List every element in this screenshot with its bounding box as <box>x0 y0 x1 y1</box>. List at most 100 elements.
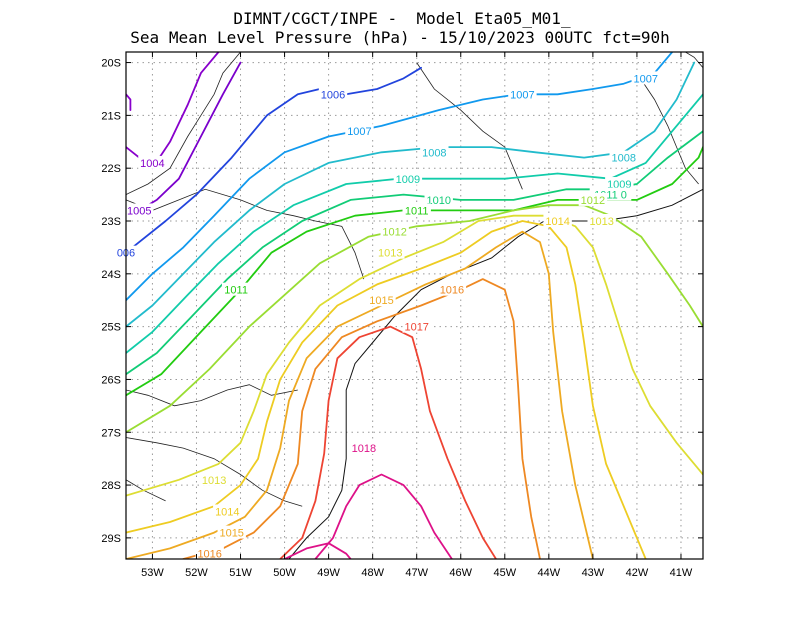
contour-label-1008-1: 1008 <box>611 153 635 165</box>
contour-line-1009-0 <box>126 93 703 354</box>
contour-label-1016-1: 1016 <box>440 285 464 297</box>
contour-line-1007-0 <box>126 52 674 302</box>
contour-label-bg-1013-0 <box>199 472 229 486</box>
plot-frame <box>125 51 704 560</box>
contour-label-bg-1009-0 <box>393 171 423 185</box>
contour-label-1007-2: 1007 <box>633 73 657 85</box>
x-tick-label-2: 51W <box>229 567 252 579</box>
contour-label-bg-1011-1 <box>402 203 431 217</box>
state-border-1 <box>126 188 365 280</box>
contour-line-1018-1 <box>283 542 352 559</box>
contour-label-bg-1013-2 <box>587 214 616 227</box>
contour-line-1004-1 <box>126 93 132 111</box>
contour-label-1005-0: 1005 <box>127 205 151 217</box>
contour-label-bg-1013-1 <box>376 245 405 259</box>
contour-line-1012-0 <box>126 204 703 434</box>
x-tick-label-7: 46W <box>449 567 472 579</box>
contour-label-1015-1: 1015 <box>369 295 393 307</box>
state-border-7 <box>685 52 703 69</box>
contour-line-1017-0 <box>279 325 497 559</box>
contour-label-1012-1: 1012 <box>581 195 605 207</box>
y-tick-label-1: 21S <box>101 110 121 122</box>
state-border-0 <box>126 52 241 195</box>
contour-label-1010-0: 1010 <box>426 195 450 207</box>
state-border-3 <box>126 437 303 507</box>
contour-label-1007-0: 1007 <box>347 126 371 138</box>
contour-label-bg-1004-0 <box>138 155 167 169</box>
contour-line-1005-0 <box>126 61 242 212</box>
x-tick-label-3: 50W <box>273 567 296 579</box>
contour-label-1017-0: 1017 <box>404 322 428 334</box>
contour-line-1018-0 <box>314 473 453 559</box>
contour-line-1014-0 <box>126 220 647 559</box>
contour-label-bg-1008-0 <box>420 145 449 159</box>
contour-label-bg-1011-0 <box>221 282 251 296</box>
contour-line-1008-0 <box>126 61 696 328</box>
contour-label-1014-1: 1014 <box>545 216 569 228</box>
contour-label-1008-0: 1008 <box>422 147 446 159</box>
contour-label-bg-1007-0 <box>345 124 374 138</box>
contour-label-1018-0: 1018 <box>352 443 376 455</box>
contour-label-1016-0: 1016 <box>197 549 221 561</box>
y-tick-label-9: 29S <box>101 533 121 545</box>
contour-label-bg-1007-2 <box>631 71 660 85</box>
contour-label-bg-1014-0 <box>213 504 242 518</box>
contour-label-bg-1015-0 <box>217 525 246 539</box>
y-tick-label-3: 23S <box>101 216 121 228</box>
x-tick-label-6: 47W <box>405 567 428 579</box>
x-tick-label-11: 42W <box>626 567 649 579</box>
contour-label-bg-1005-0 <box>125 203 154 217</box>
y-tick-label-6: 26S <box>101 374 121 386</box>
contour-label-1011-1: 1011 <box>405 205 429 217</box>
contour-label-bg-1016-0 <box>195 546 224 560</box>
contour-label-1013-2: 1013 <box>589 216 613 228</box>
x-tick-label-1: 52W <box>185 567 208 579</box>
y-tick-label-7: 27S <box>101 427 121 439</box>
contour-label-bg-1006-1 <box>318 87 348 101</box>
chart-title-line1: DIMNT/CGCT/INPE - Model Eta05_M01_ <box>233 9 571 28</box>
contour-line-1011-0 <box>126 146 703 397</box>
contour-label-bg-1012-1 <box>578 192 608 206</box>
contour-line-1013-0 <box>126 214 703 497</box>
y-axis: 20S 21S 22S 23S 24S 25S 26S 27S 28S 29S <box>101 58 703 545</box>
contour-label-bg-1009-1 <box>605 177 634 191</box>
x-tick-label-4: 49W <box>317 567 340 579</box>
contour-label-bg-1010-0 <box>424 192 453 206</box>
contour-label-bg-1008-1 <box>609 150 638 164</box>
contour-line-1006-0 <box>126 66 422 254</box>
contour-label-1014-0: 1014 <box>215 506 239 518</box>
contour-label-1013-0: 1013 <box>202 475 226 487</box>
contour-label-1013-1: 1013 <box>378 248 402 260</box>
contour-label-bg-1012-0 <box>380 224 409 238</box>
y-tick-label-0: 20S <box>101 58 121 70</box>
contour-label-bg-1016-1 <box>437 282 467 296</box>
x-tick-label-5: 48W <box>361 567 384 579</box>
x-tick-label-0: 53W <box>141 567 164 579</box>
contour-label-bg-1018-0 <box>349 441 379 455</box>
state-border-2 <box>126 384 298 407</box>
contour-label-1006-1: 1006 <box>321 89 345 101</box>
x-tick-label-10: 43W <box>582 567 605 579</box>
contour-line-1015-0 <box>126 230 594 559</box>
x-tick-label-8: 45W <box>493 567 516 579</box>
y-tick-label-8: 28S <box>101 480 121 492</box>
contour-label-bg-1015-1 <box>367 293 396 307</box>
state-border-5 <box>416 62 523 190</box>
contour-label-1007-1: 1007 <box>510 89 534 101</box>
x-tick-label-12: 41W <box>670 567 693 579</box>
x-axis: 53W 52W 51W 50W 49W 48W 47W 46W 45W 44W 43W 42W 41W <box>141 52 693 579</box>
y-tick-label-5: 25S <box>101 322 121 334</box>
contour-label-bg-1007-1 <box>508 87 537 101</box>
contour-label-bg-1017-0 <box>402 319 431 333</box>
state-border-6 <box>636 72 699 185</box>
contour-label-bg-1014-1 <box>543 214 572 227</box>
x-tick-label-9: 44W <box>538 567 561 579</box>
y-tick-label-2: 22S <box>101 163 121 175</box>
contour-line-1016-0 <box>182 278 541 559</box>
chart-title-line2: Sea Mean Level Pressure (hPa) - 15/10/20… <box>130 28 669 47</box>
y-tick-label-4: 24S <box>101 269 121 281</box>
contour-label-1009-0: 1009 <box>396 174 420 186</box>
contour-label-1004-0: 1004 <box>140 158 164 170</box>
contour-label-1011-0: 1011 <box>224 285 248 297</box>
